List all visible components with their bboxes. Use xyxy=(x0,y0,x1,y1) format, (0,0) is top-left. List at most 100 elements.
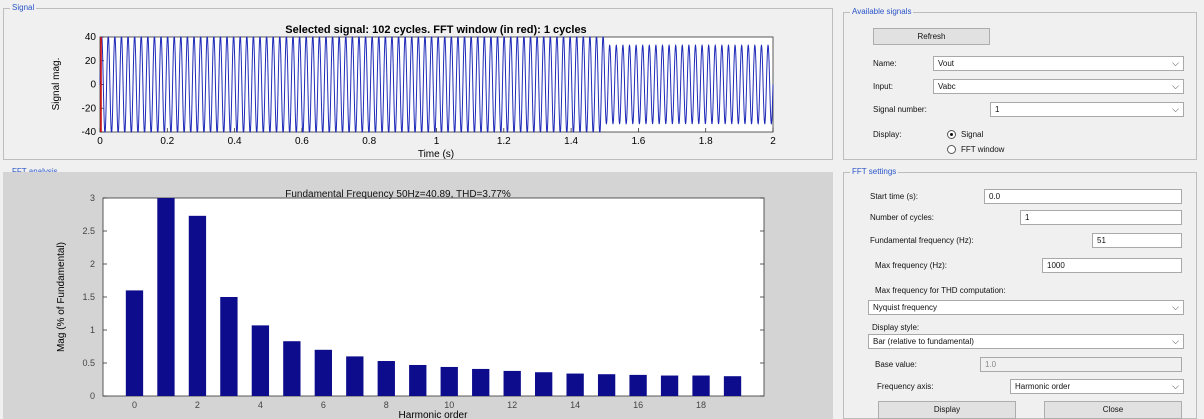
signal-xtick-label: 1.8 xyxy=(699,136,713,147)
signal-ytick-label: -40 xyxy=(82,127,97,138)
fft-bar xyxy=(660,375,679,396)
signal-xtick-label: 1 xyxy=(434,136,440,147)
num-cycles-label: Number of cycles: xyxy=(870,213,935,222)
input-select[interactable]: Vabc ⌵ xyxy=(933,79,1184,94)
signal-xtick-label: 0.8 xyxy=(362,136,376,147)
fft-ytick-label: 2 xyxy=(90,259,95,269)
signal-number-value: 1 xyxy=(995,105,1000,114)
fft-ytick-label: 0 xyxy=(90,391,95,401)
fft-bar xyxy=(629,374,647,396)
input-label: Input: xyxy=(873,82,894,91)
freq-axis-label: Frequency axis: xyxy=(877,382,934,391)
fund-freq-input[interactable]: 51 xyxy=(1092,233,1182,248)
fft-bar xyxy=(472,368,490,396)
fft-xtick-label: 6 xyxy=(321,400,326,410)
base-value-label: Base value: xyxy=(875,360,917,369)
fft-settings-title: FFT settings xyxy=(850,167,899,177)
fft-bar xyxy=(283,341,301,396)
fft-bar xyxy=(125,290,144,396)
fft-xtick-label: 4 xyxy=(258,400,263,410)
fft-bar xyxy=(597,374,616,396)
max-freq-thd-label: Max frequency for THD computation: xyxy=(875,286,1006,295)
fft-ytick-label: 2.5 xyxy=(82,226,95,236)
fft-bar xyxy=(377,361,395,396)
freq-axis-select[interactable]: Harmonic order ⌵ xyxy=(1010,379,1184,394)
fft-bar xyxy=(503,370,521,396)
fft-xtick-label: 0 xyxy=(132,400,137,410)
signal-ytick-label: -20 xyxy=(82,103,97,114)
max-freq-input[interactable]: 1000 xyxy=(1042,258,1182,273)
signal-panel-title: Signal xyxy=(10,3,37,13)
radio-fft-window[interactable] xyxy=(947,145,956,154)
fft-ytick-label: 0.5 xyxy=(82,358,95,368)
signal-panel: Signal xyxy=(3,3,833,160)
fft-xtick-label: 18 xyxy=(696,400,706,410)
signal-plot: Selected signal: 102 cycles. FFT window … xyxy=(51,24,776,160)
fft-bar xyxy=(692,375,710,396)
fft-ytick-label: 1.5 xyxy=(82,292,95,302)
chevron-down-icon: ⌵ xyxy=(1172,302,1179,312)
fft-plot-title: Fundamental Frequency 50Hz=40.89, THD=3.… xyxy=(285,189,511,200)
chevron-down-icon: ⌵ xyxy=(1172,336,1179,346)
display-style-select[interactable]: Bar (relative to fundamental) ⌵ xyxy=(868,334,1184,349)
signal-xtick-label: 0.4 xyxy=(228,136,242,147)
fft-bar xyxy=(251,325,270,396)
fft-bar xyxy=(220,297,238,396)
fft-bar xyxy=(157,198,175,396)
signal-number-label: Signal number: xyxy=(873,105,927,114)
base-value-input: 1.0 xyxy=(980,357,1182,372)
max-freq-thd-value: Nyquist frequency xyxy=(873,303,938,312)
fft-bar xyxy=(723,376,742,396)
display-style-label: Display style: xyxy=(872,323,920,332)
fund-freq-label: Fundamental frequency (Hz): xyxy=(870,236,974,245)
chevron-down-icon: ⌵ xyxy=(1172,104,1179,114)
fft-bar xyxy=(535,372,553,396)
fft-bar xyxy=(346,356,364,396)
signal-xtick-label: 1.6 xyxy=(631,136,645,147)
signal-xlabel: Time (s) xyxy=(418,149,454,160)
display-button[interactable]: Display xyxy=(878,401,1016,419)
fft-bar xyxy=(409,364,427,396)
signal-ytick-label: 40 xyxy=(85,32,97,43)
display-style-value: Bar (relative to fundamental) xyxy=(873,337,974,346)
fft-xtick-label: 2 xyxy=(195,400,200,410)
radio-signal[interactable] xyxy=(947,130,956,139)
fft-bar xyxy=(566,373,584,396)
refresh-button[interactable]: Refresh xyxy=(873,28,990,45)
num-cycles-input[interactable]: 1 xyxy=(1020,210,1182,225)
fft-plot: Fundamental Frequency 50Hz=40.89, THD=3.… xyxy=(3,172,833,419)
signal-xtick-label: 0.6 xyxy=(295,136,309,147)
fft-ytick-label: 3 xyxy=(90,193,95,203)
available-signals-panel: Available signals xyxy=(843,7,1197,160)
start-time-label: Start time (s): xyxy=(870,192,919,201)
signal-xtick-label: 2 xyxy=(770,136,776,147)
start-time-input[interactable]: 0.0 xyxy=(984,189,1182,204)
chevron-down-icon: ⌵ xyxy=(1172,81,1179,91)
max-freq-thd-select[interactable]: Nyquist frequency ⌵ xyxy=(868,300,1184,315)
signal-xtick-label: 1.2 xyxy=(497,136,511,147)
name-select[interactable]: Vout ⌵ xyxy=(933,56,1184,71)
chevron-down-icon: ⌵ xyxy=(1172,58,1179,68)
signal-ylabel: Signal mag. xyxy=(51,58,62,111)
fft-bar xyxy=(440,366,458,396)
name-select-value: Vout xyxy=(938,59,955,68)
fft-xtick-label: 12 xyxy=(507,400,517,410)
radio-fft-window-label: FFT window xyxy=(961,145,1005,154)
freq-axis-value: Harmonic order xyxy=(1015,382,1071,391)
fft-ytick-label: 1 xyxy=(90,325,95,335)
close-button[interactable]: Close xyxy=(1044,401,1182,419)
signal-plot-title: Selected signal: 102 cycles. FFT window … xyxy=(285,24,586,36)
signal-xtick-label: 0 xyxy=(97,136,103,147)
radio-signal-label: Signal xyxy=(961,130,984,139)
fft-xtick-label: 14 xyxy=(570,400,580,410)
fft-bar xyxy=(188,215,207,396)
input-select-value: Vabc xyxy=(938,82,956,91)
fft-ylabel: Mag (% of Fundamental) xyxy=(56,242,67,352)
fft-xtick-label: 10 xyxy=(444,400,454,410)
signal-ytick-label: 20 xyxy=(85,56,97,67)
signal-xtick-label: 0.2 xyxy=(160,136,174,147)
fft-xlabel: Harmonic order xyxy=(399,410,469,419)
signal-number-select[interactable]: 1 ⌵ xyxy=(990,102,1184,117)
fft-xtick-label: 8 xyxy=(384,400,389,410)
fft-xtick-label: 16 xyxy=(633,400,643,410)
